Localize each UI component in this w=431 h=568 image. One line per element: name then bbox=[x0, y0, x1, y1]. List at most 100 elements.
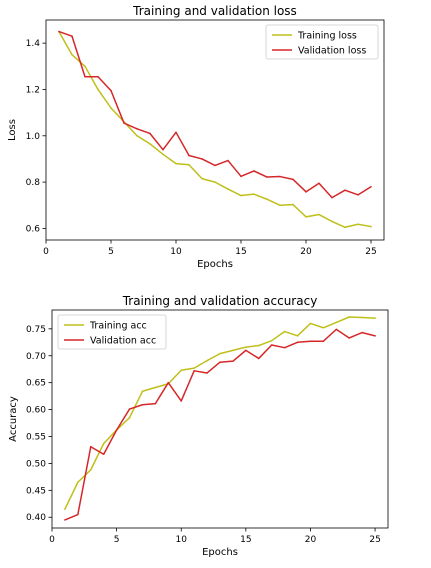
chart-1-validation-point bbox=[175, 131, 177, 134]
chart-2-validation-point bbox=[257, 357, 260, 360]
chart-2-title: Training and validation accuracy bbox=[122, 294, 318, 308]
chart-1-legend-label: Training loss bbox=[297, 31, 357, 42]
chart-1-training-point bbox=[97, 88, 99, 91]
chart-1-validation-point bbox=[292, 178, 294, 181]
chart-1-x-tick-label: 0 bbox=[43, 247, 49, 257]
chart-1-validation-point bbox=[58, 30, 60, 33]
chart-2-training-point bbox=[64, 508, 66, 510]
chart-1-training-point bbox=[110, 107, 112, 109]
chart-2-training-point bbox=[257, 344, 260, 347]
chart-2-y-axis-label: Accuracy bbox=[8, 396, 19, 442]
chart-1-validation-point bbox=[149, 132, 151, 135]
chart-2-validation-point bbox=[309, 340, 312, 343]
chart-2-y-tick-label: 0.55 bbox=[26, 432, 46, 442]
chart-1-training-point bbox=[149, 143, 151, 145]
chart-2-validation-point bbox=[270, 344, 273, 346]
chart-1-y-tick-label: 0.8 bbox=[26, 178, 41, 188]
chart-2-y-tick-label: 0.65 bbox=[26, 379, 46, 389]
chart-2-training-point bbox=[270, 339, 273, 342]
chart-1-validation-point bbox=[71, 35, 73, 38]
chart-2-y-tick-label: 0.60 bbox=[26, 406, 46, 416]
chart-2-validation-point bbox=[128, 408, 131, 410]
chart-2-training-point bbox=[77, 481, 79, 484]
chart-1-y-tick-label: 1.2 bbox=[26, 85, 40, 95]
chart-2-validation-point bbox=[64, 519, 66, 521]
chart-1-validation-point bbox=[188, 154, 190, 157]
chart-1-title: Training and validation loss bbox=[132, 4, 297, 18]
chart-1-training-point bbox=[240, 194, 242, 197]
chart-2-validation-point bbox=[322, 340, 325, 343]
chart-2-validation-point bbox=[283, 346, 286, 349]
chart-1-validation-point bbox=[136, 128, 138, 130]
chart-1-training-point bbox=[318, 213, 320, 216]
chart-1-training-point bbox=[357, 223, 359, 226]
chart-1-training-point bbox=[253, 193, 255, 195]
chart-1-validation-point bbox=[305, 191, 307, 193]
chart-1-validation-point bbox=[97, 75, 99, 78]
chart-1-validation-point bbox=[227, 159, 229, 162]
chart-2-training-point bbox=[335, 321, 338, 324]
chart-2-training-point bbox=[322, 326, 325, 329]
chart-2-validation-point bbox=[245, 349, 247, 352]
chart-1-validation-point bbox=[162, 148, 164, 151]
chart-2-y-tick-label: 0.70 bbox=[26, 352, 46, 362]
chart-1-validation-point bbox=[344, 189, 346, 192]
chart-2-training-point bbox=[180, 369, 183, 372]
chart-1-validation-point bbox=[214, 164, 216, 167]
chart-2-validation-point bbox=[335, 328, 338, 331]
chart-1-legend bbox=[265, 24, 379, 60]
chart-2-legend-label: Validation acc bbox=[90, 336, 156, 347]
chart-1-training-point bbox=[188, 163, 190, 166]
chart-2-training-point bbox=[348, 316, 351, 318]
chart-1-training-point bbox=[201, 177, 203, 180]
chart-1-training-point bbox=[331, 220, 333, 223]
chart-2-validation-point bbox=[193, 370, 195, 372]
chart-2-training-point bbox=[245, 346, 247, 348]
chart-1-training-point bbox=[292, 203, 294, 206]
chart-2-y-tick-label: 0.75 bbox=[26, 325, 46, 335]
chart-1-validation-point bbox=[370, 185, 372, 188]
chart-1-validation-point bbox=[253, 170, 255, 172]
chart-1-training-point bbox=[279, 204, 281, 207]
chart-1-training-point bbox=[136, 134, 138, 137]
chart-1-x-axis-label: Epochs bbox=[197, 259, 233, 270]
chart-1-x-tick-label: 25 bbox=[365, 247, 376, 257]
chart-2-x-tick-label: 5 bbox=[114, 535, 120, 545]
chart-2-validation-point bbox=[206, 372, 208, 374]
chart-1-axes-frame bbox=[45, 19, 385, 241]
chart-1-x-tick-label: 10 bbox=[170, 247, 182, 257]
chart-2-axes-frame bbox=[51, 309, 389, 529]
chart-2-validation-point bbox=[167, 381, 170, 384]
chart-1-training-point bbox=[305, 216, 307, 218]
chart-2-validation-point bbox=[102, 453, 105, 456]
chart-2-x-tick-label: 10 bbox=[176, 535, 188, 545]
chart-2-training-point bbox=[309, 322, 312, 325]
chart-1-training-point bbox=[175, 162, 177, 165]
chart-1-validation-point bbox=[318, 182, 320, 185]
chart-1-validation-point bbox=[331, 196, 333, 199]
chart-1-y-tick-label: 0.6 bbox=[26, 224, 41, 234]
chart-2-validation-point bbox=[361, 331, 363, 334]
chart-2-validation-point bbox=[141, 403, 144, 406]
chart-2-training-point bbox=[361, 316, 363, 319]
chart-2-training-point bbox=[374, 317, 376, 319]
chart-1-validation-point bbox=[266, 176, 268, 178]
chart-1-series-training-line bbox=[58, 31, 372, 229]
chart-2-legend-label: Training acc bbox=[89, 321, 147, 332]
chart-2-training-point bbox=[193, 367, 195, 369]
chart-2-training-point bbox=[89, 469, 92, 471]
chart-2-validation-point bbox=[180, 400, 183, 402]
chart-1-training-point bbox=[71, 53, 73, 56]
chart-1-validation-point bbox=[123, 122, 125, 124]
chart-2-training-point bbox=[296, 335, 299, 337]
chart-1-training-point bbox=[227, 188, 229, 190]
chart-2-training-point bbox=[232, 349, 234, 352]
chart-1-x-tick-label: 5 bbox=[108, 247, 114, 257]
chart-1-x-tick-label: 15 bbox=[235, 247, 246, 257]
chart-1-training-point bbox=[84, 65, 86, 68]
chart-1-x-tick-label: 20 bbox=[300, 247, 312, 257]
chart-2-validation-point bbox=[374, 335, 376, 337]
chart-1-validation-point bbox=[84, 75, 86, 78]
chart-2-training-point bbox=[283, 330, 286, 333]
